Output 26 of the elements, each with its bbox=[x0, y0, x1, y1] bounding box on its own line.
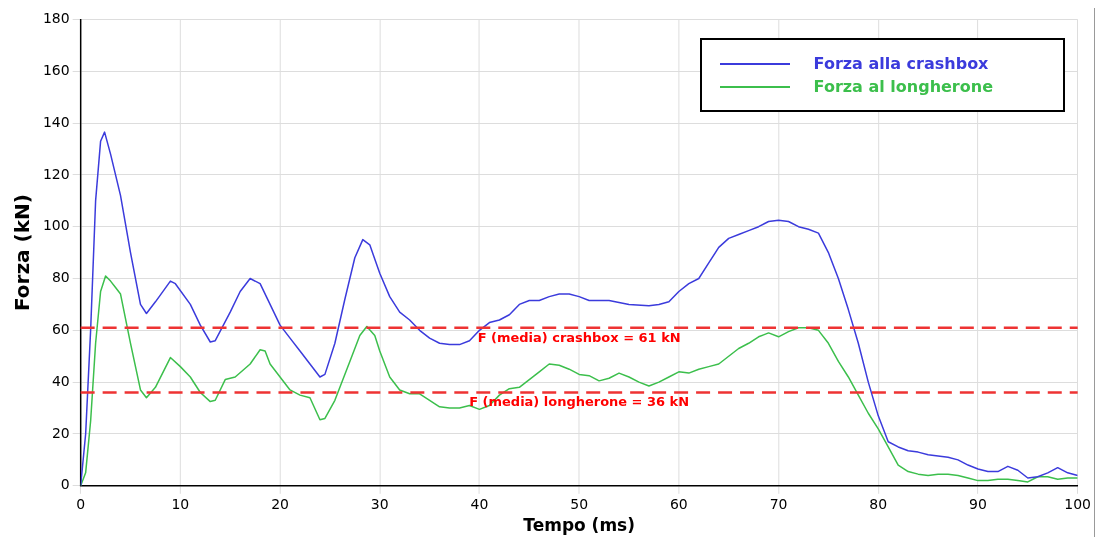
y-tick-label: 100 bbox=[42, 217, 70, 234]
y-tick-label: 120 bbox=[42, 165, 70, 182]
legend-label: Forza alla crashbox bbox=[813, 54, 989, 73]
x-tick-label: 70 bbox=[769, 495, 788, 512]
x-tick-label: 20 bbox=[271, 495, 289, 512]
ref-line-label: F (media) crashbox = 61 kN bbox=[477, 329, 681, 345]
y-tick-label: 60 bbox=[51, 320, 70, 337]
y-axis-title: Forza (kN) bbox=[10, 194, 35, 312]
y-tick-label: 160 bbox=[42, 61, 70, 78]
y-tick-label: 180 bbox=[42, 10, 70, 27]
y-tick-label: 0 bbox=[60, 476, 70, 493]
x-tick-label: 90 bbox=[969, 495, 987, 512]
y-tick-label: 140 bbox=[42, 113, 70, 130]
x-tick-label: 30 bbox=[370, 495, 389, 512]
x-tick-label: 40 bbox=[470, 495, 489, 512]
x-tick-label: 60 bbox=[669, 495, 688, 512]
x-tick-label: 0 bbox=[76, 495, 86, 512]
x-tick-label: 50 bbox=[570, 495, 589, 512]
y-tick-label: 80 bbox=[51, 269, 70, 286]
y-tick-label: 40 bbox=[51, 372, 70, 389]
x-tick-label: 10 bbox=[171, 495, 190, 512]
y-tick-label: 20 bbox=[51, 424, 70, 441]
x-tick-label: 100 bbox=[1064, 495, 1091, 512]
x-tick-label: 80 bbox=[869, 495, 888, 512]
legend-label: Forza al longherone bbox=[813, 77, 993, 96]
x-axis-title: Tempo (ms) bbox=[523, 515, 635, 536]
